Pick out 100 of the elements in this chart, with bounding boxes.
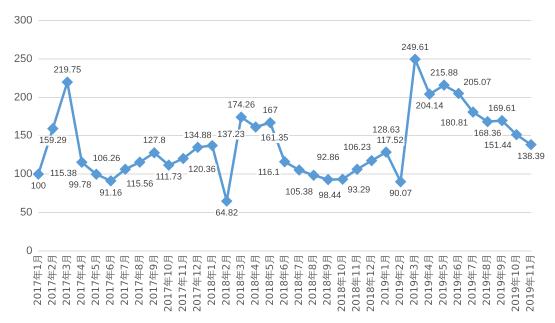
- data-label: 205.07: [464, 76, 492, 87]
- x-tick-label: 2018年2月: [220, 254, 232, 306]
- point: [453, 88, 464, 99]
- point: [236, 112, 246, 122]
- data-label: 98.44: [318, 190, 342, 200]
- point: [468, 106, 478, 118]
- point: [48, 123, 58, 134]
- data-label: 64.82: [215, 208, 238, 218]
- x-tick-label: 2017年9月: [148, 254, 160, 306]
- point: [192, 142, 203, 153]
- point: [250, 122, 261, 132]
- x-tick-label: 2018年7月: [292, 254, 305, 306]
- data-label: 134.88: [184, 130, 212, 140]
- data-label: 167: [262, 105, 278, 116]
- data-label: 168.36: [474, 128, 502, 138]
- point: [526, 139, 536, 150]
- x-tick-label: 2018年1月: [206, 254, 218, 306]
- y-tick-label: 100: [14, 168, 32, 180]
- x-tick-label: 2018年6月: [278, 254, 290, 306]
- point: [264, 117, 276, 128]
- x-tick-label: 2018年5月: [264, 254, 276, 306]
- y-tick-label: 250: [14, 53, 32, 65]
- data-label: 106.23: [343, 142, 371, 152]
- y-tick-label: 0: [26, 244, 32, 257]
- x-tick-label: 2017年6月: [104, 254, 116, 306]
- data-label: 117.52: [376, 135, 404, 146]
- point: [424, 88, 435, 100]
- x-tick-label: 2017年3月: [60, 254, 73, 306]
- x-tick-label: 2019年4月: [423, 254, 436, 306]
- data-label: 99.78: [68, 180, 92, 190]
- data-label: 92.86: [316, 152, 340, 162]
- data-label: 120.36: [188, 164, 216, 174]
- y-tick-label: 200: [14, 91, 32, 104]
- data-label: 138.39: [517, 151, 545, 162]
- x-tick-label: 2018年10月: [336, 254, 348, 312]
- data-label: 161.35: [260, 132, 288, 142]
- x-tick-label: 2018年12月: [365, 254, 378, 312]
- point: [164, 160, 174, 170]
- x-tick-label: 2017年1月: [32, 254, 44, 306]
- data-label: 105.38: [285, 186, 313, 196]
- point: [496, 115, 508, 126]
- point: [279, 156, 290, 167]
- point: [134, 156, 146, 168]
- point: [33, 168, 44, 180]
- point: [366, 155, 377, 166]
- point: [106, 176, 116, 186]
- x-tick-label: 2017年10月: [162, 254, 174, 312]
- x-tick-label: 2019年6月: [452, 254, 464, 306]
- y-tick-label: 150: [14, 130, 32, 142]
- x-tick-label: 2019年7月: [466, 254, 479, 306]
- data-label: 127.8: [143, 135, 166, 146]
- x-tick-label: 2017年8月: [133, 254, 146, 306]
- x-tick-label: 2017年7月: [118, 254, 131, 306]
- point: [221, 196, 232, 206]
- point: [380, 146, 392, 158]
- data-label: 115.56: [126, 178, 154, 189]
- x-tick-label: 2019年10月: [510, 254, 522, 312]
- x-tick-label: 2017年12月: [191, 254, 204, 312]
- point: [395, 176, 406, 187]
- data-label: 128.63: [372, 124, 400, 135]
- point: [294, 164, 304, 176]
- point: [410, 54, 420, 65]
- data-label: 90.07: [389, 188, 412, 198]
- point: [206, 140, 218, 151]
- point: [322, 174, 334, 185]
- data-label: 151.44: [484, 140, 512, 150]
- x-tick-label: 2018年8月: [307, 254, 320, 306]
- point: [337, 174, 348, 184]
- y-tick-label: 50: [20, 206, 32, 218]
- point: [91, 169, 102, 180]
- data-label: 116.1: [258, 167, 280, 178]
- x-tick-label: 2019年5月: [438, 254, 450, 306]
- point: [308, 170, 319, 181]
- x-tick-label: 2017年4月: [75, 254, 88, 306]
- x-tick-label: 2017年2月: [46, 254, 58, 306]
- data-label: 249.61: [401, 42, 429, 52]
- data-label: 106.26: [92, 152, 120, 163]
- x-tick-label: 2018年4月: [249, 254, 262, 306]
- point: [62, 76, 73, 88]
- x-tick-label: 2019年9月: [496, 254, 508, 306]
- data-label: 91.16: [100, 187, 122, 198]
- point: [511, 129, 522, 140]
- y-tick-label: 300: [14, 14, 32, 27]
- point: [438, 80, 450, 90]
- x-tick-label: 2019年1月: [380, 254, 392, 306]
- data-label: 174.26: [227, 100, 255, 110]
- data-label: 93.29: [348, 184, 370, 195]
- data-label: 137.23: [217, 128, 245, 139]
- x-tick-label: 2019年8月: [481, 254, 494, 306]
- data-label: 159.29: [39, 135, 67, 146]
- data-label: 115.38: [50, 168, 77, 178]
- point: [76, 157, 88, 168]
- x-tick-label: 2019年3月: [408, 254, 421, 306]
- data-label: 169.61: [488, 103, 516, 114]
- point: [149, 148, 160, 158]
- data-label: 180.81: [440, 118, 468, 128]
- data-label: 219.75: [54, 64, 82, 75]
- point: [178, 153, 188, 164]
- data-label: 204.14: [416, 100, 444, 111]
- data-label: 215.88: [430, 68, 458, 78]
